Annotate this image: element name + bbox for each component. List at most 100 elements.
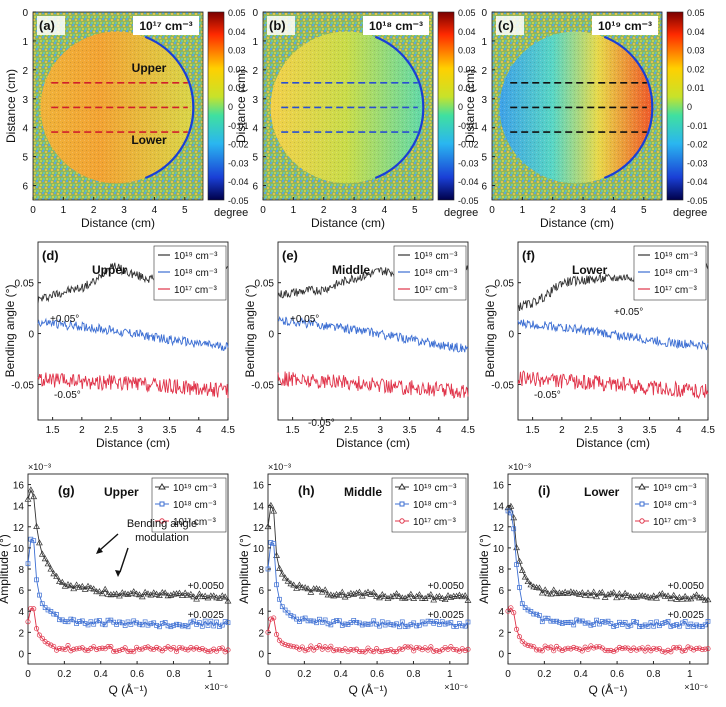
- marker-square: [559, 621, 565, 626]
- marker-triangle: [356, 588, 363, 595]
- colorbar-tick-label: -0.04: [228, 177, 249, 187]
- marker-circle: [48, 642, 54, 648]
- marker-circle: [45, 641, 51, 647]
- y-tick-label: 5: [22, 153, 28, 164]
- marker-triangle: [521, 573, 529, 580]
- marker-square: [677, 623, 682, 629]
- marker-circle: [199, 645, 205, 652]
- marker-circle: [565, 645, 571, 651]
- marker-triangle: [278, 570, 286, 577]
- marker-circle: [434, 648, 440, 654]
- marker-triangle: [141, 588, 149, 595]
- marker-square: [139, 622, 145, 628]
- marker-square: [557, 619, 562, 625]
- y-scale-exponent: ×10⁻³: [508, 462, 531, 472]
- wafer-texture: [270, 31, 423, 184]
- marker-triangle: [296, 581, 303, 588]
- y-tick-label: 0: [481, 8, 487, 19]
- marker-triangle: [290, 581, 298, 588]
- marker-triangle: [524, 577, 532, 585]
- marker-circle: [368, 648, 374, 654]
- legend-label: 10¹⁸ cm⁻³: [413, 500, 457, 511]
- x-axis-label: Distance (cm): [576, 436, 650, 450]
- marker-square: [637, 624, 642, 630]
- marker-square: [688, 621, 694, 627]
- marker-square: [322, 617, 328, 623]
- marker-triangle: [218, 592, 226, 599]
- marker-circle: [591, 645, 597, 651]
- marker-triangle: [187, 590, 195, 597]
- marker-square: [305, 618, 311, 624]
- marker-square: [25, 561, 31, 567]
- marker-square: [402, 624, 408, 629]
- marker-circle: [188, 645, 194, 651]
- marker-triangle: [530, 583, 538, 590]
- marker-square: [308, 618, 314, 624]
- marker-triangle: [70, 585, 78, 592]
- marker-square: [562, 619, 568, 625]
- marker-circle: [205, 649, 211, 655]
- x-tick-label: 4: [676, 425, 682, 436]
- colorbar-tick-label: 0.01: [458, 83, 476, 93]
- marker-circle: [68, 648, 74, 654]
- marker-square: [614, 623, 619, 628]
- marker-circle: [696, 645, 702, 651]
- y-tick-label: -0.05: [11, 380, 34, 391]
- y-tick-label: 4: [481, 124, 487, 135]
- marker-circle: [525, 642, 531, 648]
- marker-circle: [225, 647, 231, 653]
- x-tick-label: 2.5: [104, 425, 118, 436]
- legend-marker: [159, 501, 165, 507]
- marker-circle: [545, 645, 551, 651]
- marker-triangle: [273, 551, 280, 558]
- marker-circle: [411, 648, 417, 654]
- marker-circle: [394, 649, 400, 655]
- marker-square: [434, 619, 439, 624]
- y-axis-label: Bending angle (°): [3, 285, 17, 378]
- marker-triangle: [184, 591, 192, 598]
- x-tick-label: 3.5: [403, 425, 417, 436]
- marker-circle: [105, 644, 111, 650]
- panel-position: Middle: [332, 263, 370, 277]
- marker-circle: [305, 647, 311, 653]
- marker-square: [325, 621, 331, 627]
- marker-square: [442, 621, 448, 627]
- marker-triangle: [424, 592, 432, 600]
- marker-circle: [74, 646, 80, 652]
- marker-circle: [131, 649, 137, 655]
- colorbar-tick-label: 0.05: [458, 8, 476, 18]
- y-tick-label: 5: [481, 153, 487, 164]
- marker-triangle: [564, 589, 572, 596]
- marker-triangle: [61, 582, 69, 589]
- x-tick-label: 0: [260, 205, 266, 216]
- y-tick-label: 12: [493, 523, 505, 534]
- marker-square: [359, 622, 365, 628]
- marker-circle: [91, 644, 97, 650]
- x-tick-label: 0.8: [407, 669, 421, 680]
- marker-circle: [614, 647, 620, 653]
- marker-square: [105, 617, 111, 623]
- marker-circle: [99, 645, 105, 651]
- marker-square: [71, 617, 77, 623]
- marker-triangle: [304, 585, 312, 592]
- y-axis-label: Amplitude (°): [477, 534, 491, 604]
- y-tick-label: -0.05: [251, 380, 274, 391]
- x-tick-label: 1: [207, 669, 213, 680]
- x-tick-label: 3.5: [163, 425, 177, 436]
- wafer-edge-arc: [603, 35, 654, 180]
- marker-square: [588, 622, 594, 628]
- x-tick-label: 0.2: [297, 669, 311, 680]
- x-axis-label: Q (Å⁻¹): [109, 682, 148, 697]
- x-tick-label: 4: [436, 425, 442, 436]
- legend-label: 10¹⁹ cm⁻³: [173, 483, 217, 494]
- marker-triangle: [176, 589, 183, 596]
- y-scale-exponent: ×10⁻³: [28, 462, 51, 472]
- marker-square: [199, 623, 205, 629]
- marker-circle: [279, 640, 285, 646]
- y-tick-label: 16: [13, 481, 25, 492]
- marker-circle: [639, 645, 645, 651]
- marker-circle: [288, 643, 294, 649]
- marker-square: [208, 618, 214, 624]
- marker-triangle: [593, 593, 600, 600]
- marker-square: [354, 619, 359, 625]
